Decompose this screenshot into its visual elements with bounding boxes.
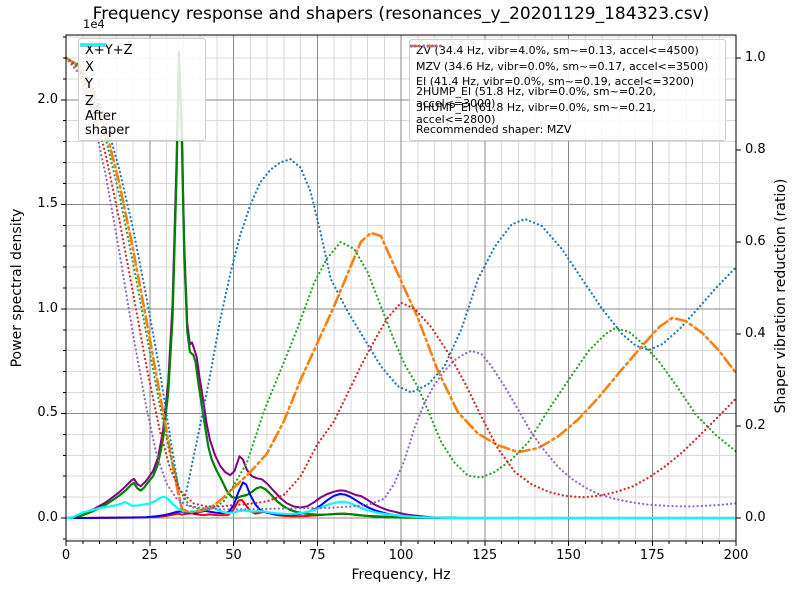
y-axis-offset-text: 1e4 (83, 17, 105, 31)
legend-item-3HUMP_EI: 3HUMP_EI (61.8 Hz, vibr=0.0%, sm~=0.21, … (410, 44, 718, 125)
series-line-ZV (64, 56, 738, 510)
y-left-tick-label-2: 1.0 (37, 300, 58, 316)
x-tick-label-75: 75 (308, 548, 326, 563)
x-tick-label-200: 200 (723, 548, 749, 563)
legend-item-label: After shaper (85, 109, 130, 138)
legend-item-MZV: MZV (34.6 Hz, vibr=0.0%, sm~=0.17, accel… (411, 44, 718, 75)
y-right-tick-label-3: 0.6 (745, 234, 766, 249)
right-y-axis-label: Shaper vibration reduction (ratio) (773, 178, 789, 414)
legend-item-label: X (85, 59, 94, 75)
y-right-tick-label-2: 0.4 (745, 326, 766, 341)
legend-item-label: 2HUMP_EI (51.8 Hz, vibr=0.0%, sm~=0.20, … (416, 85, 657, 110)
legend-item-Z: Z (80, 43, 198, 110)
legend-item-label: 3HUMP_EI (61.8 Hz, vibr=0.0%, sm~=0.21, … (416, 101, 657, 126)
legend-item-label: Z (85, 93, 94, 109)
x-tick-label-100: 100 (388, 548, 414, 563)
x-tick-label-150: 150 (556, 548, 581, 563)
x-tick-label-50: 50 (225, 548, 242, 563)
legend-item-Y: Y (80, 43, 198, 93)
x-tick-label-125: 125 (472, 548, 498, 563)
recommended-shaper-note: Recommended shaper: MZV (416, 122, 572, 136)
series-line-EI (64, 56, 738, 512)
legend-swatch-dotted (410, 44, 442, 48)
x-tick-label-175: 175 (639, 548, 665, 563)
legend-item-label: X+Y+Z (85, 42, 133, 58)
series-line-After-shaper (65, 495, 736, 520)
x-tick-label-25: 25 (141, 548, 159, 563)
y-right-tick-label-5: 1.0 (745, 50, 766, 65)
legend-item-label: Y (85, 76, 93, 92)
legend-item-note: Recommended shaper: MZV (416, 121, 718, 137)
y-left-tick-label-3: 1.5 (37, 196, 58, 212)
left-y-axis-label: Power spectral density (9, 208, 25, 368)
y-left-tick-label-4: 2.0 (37, 91, 58, 107)
chart-title: Frequency response and shapers (resonanc… (92, 4, 710, 24)
y-left-tick-label-1: 0.5 (37, 405, 58, 421)
y-right-tick-label-1: 0.2 (745, 418, 766, 433)
legend-item-ZV: ZV (34.4 Hz, vibr=4.0%, sm~=0.13, accel<… (410, 43, 718, 59)
x-tick-label-0: 0 (61, 548, 71, 563)
legend-shapers: ZV (34.4 Hz, vibr=4.0%, sm~=0.13, accel<… (409, 39, 726, 142)
series-line-Y (65, 56, 736, 520)
series-line-3HUMP-EI (64, 56, 738, 511)
series-line-X-Y-Z (65, 50, 736, 519)
y-right-tick-label-0: 0.0 (745, 510, 766, 525)
legend-item-X: X (80, 43, 198, 76)
legend-item-After: After shaper (80, 43, 198, 138)
legend-psd: X+Y+Z X Y Z After shaper (78, 38, 206, 142)
legend-swatch-solid (80, 43, 106, 47)
x-axis-label: Frequency, Hz (351, 567, 451, 583)
legend-item-label: ZV (34.4 Hz, vibr=4.0%, sm~=0.13, accel<… (416, 44, 699, 58)
legend-item-label: MZV (34.6 Hz, vibr=0.0%, sm~=0.17, accel… (416, 59, 709, 73)
y-left-tick-label-0: 0.0 (37, 510, 58, 525)
y-right-tick-label-4: 0.8 (745, 142, 766, 157)
series-line-MZV (64, 56, 738, 514)
legend-item-label: EI (41.4 Hz, vibr=0.0%, sm~=0.19, accel<… (416, 75, 694, 89)
